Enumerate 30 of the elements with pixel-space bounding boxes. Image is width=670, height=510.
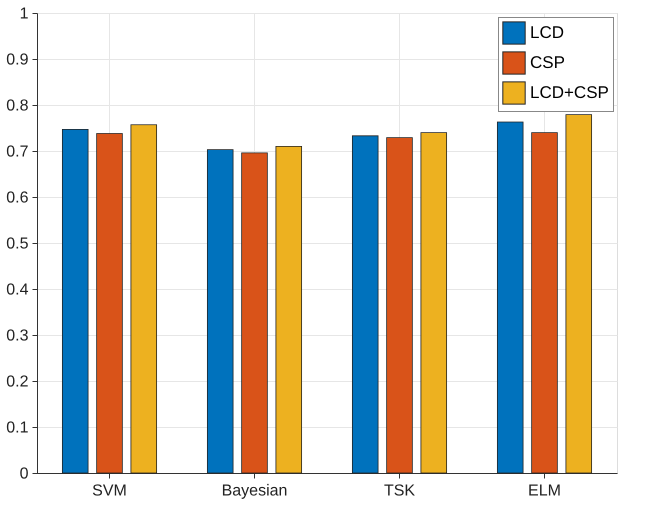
bar: [496, 122, 524, 474]
y-tick-label: 0.3: [6, 328, 29, 344]
x-tick-label: ELM: [528, 482, 561, 500]
y-tick-label: 0.2: [6, 374, 29, 390]
y-tick-label: 0.5: [6, 236, 29, 252]
legend-label: CSP: [530, 53, 565, 72]
bar: [386, 137, 413, 474]
bar: [206, 149, 234, 474]
y-tick-label: 0: [20, 466, 29, 482]
y-tick-label: 0.1: [6, 420, 29, 436]
y-tick-label: 1: [20, 6, 29, 22]
bar: [96, 133, 123, 474]
y-tick-label: 0.7: [6, 144, 29, 160]
x-tick-label: SVM: [92, 482, 127, 500]
y-tick-label: 0.8: [6, 98, 29, 114]
bar: [566, 114, 592, 474]
bar: [241, 152, 268, 474]
x-tick-label: Bayesian: [222, 482, 288, 500]
x-tick-label: TSK: [384, 482, 416, 500]
bar: [62, 128, 88, 474]
legend-label: LCD: [530, 23, 564, 42]
bar: [130, 124, 158, 474]
bar: [352, 135, 378, 474]
y-tick-label: 0.9: [6, 52, 29, 68]
bar: [531, 132, 558, 474]
y-tick-label: 0.4: [6, 282, 29, 298]
y-tick-label: 0.6: [6, 190, 29, 206]
bar: [420, 132, 448, 474]
legend-label: LCD+CSP: [530, 83, 609, 102]
bar: [276, 146, 302, 474]
